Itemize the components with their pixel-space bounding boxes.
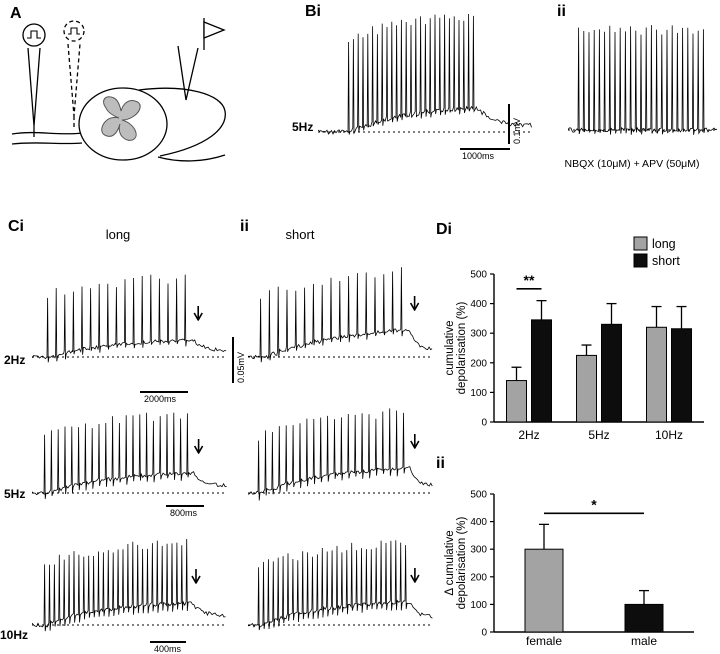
svg-text:0: 0 [481, 418, 487, 429]
recording-electrode-icon [178, 18, 224, 100]
svg-text:male: male [631, 634, 657, 648]
chart-dii: 0 100 200 300 400 500 Δ cumulative depolarisati… [442, 468, 704, 652]
bi-time-scalebar [460, 148, 510, 150]
svg-text:300: 300 [470, 329, 487, 340]
svg-text:300: 300 [470, 545, 487, 556]
svg-text:long: long [652, 237, 676, 251]
c-10hz-time-scale-label: 400ms [154, 644, 181, 654]
bi-voltage-scalebar [508, 104, 510, 144]
trace-5hz-short [248, 405, 433, 520]
trace-2hz-long [32, 265, 227, 385]
trace-bi [318, 12, 533, 162]
trace-10hz-long [32, 533, 227, 653]
c-voltage-scalebar [232, 337, 234, 383]
svg-text:female: female [526, 634, 562, 648]
svg-text:200: 200 [470, 358, 487, 369]
svg-text:depolarisation (%): depolarisation (%) [456, 516, 468, 609]
c-5hz-time-scalebar [166, 505, 204, 507]
c-voltage-scale-label: 0.05mV [236, 352, 246, 383]
svg-text:**: ** [524, 272, 535, 288]
c-2hz-time-scalebar [140, 391, 188, 393]
figure: A Bi 5Hz [0, 0, 720, 654]
panel-b: Bi 5Hz 0.1mV 1000ms ii NBQX (10μM) + APV… [290, 0, 720, 190]
trace-5hz-long [32, 405, 227, 520]
svg-text:0: 0 [481, 628, 487, 639]
c-10hz-time-scalebar [150, 641, 186, 643]
svg-text:2Hz: 2Hz [518, 428, 539, 442]
bi-voltage-scale-label: 0.1mV [512, 118, 522, 144]
trace-bii [568, 12, 718, 152]
panel-c: Ci long ii short 2Hz 0.05mV 2000ms 5Hz 8… [0, 215, 440, 654]
svg-text:*: * [591, 496, 597, 512]
c-2hz-time-scale-label: 2000ms [144, 394, 176, 404]
panel-a-schematic [8, 14, 243, 189]
svg-text:200: 200 [470, 572, 487, 583]
trace-10hz-short [248, 533, 433, 653]
svg-text:500: 500 [470, 270, 487, 281]
panel-bii-label: ii [557, 4, 566, 20]
row-10hz-label: 10Hz [0, 628, 28, 642]
panel-cii-label: ii [240, 219, 249, 235]
panel-ci-label: Ci [8, 219, 24, 235]
spinal-cord [79, 88, 225, 160]
svg-text:cumulative: cumulative [444, 321, 456, 376]
row-2hz-label: 2Hz [4, 353, 25, 367]
bii-drug-label: NBQX (10μM) + APV (50μM) [548, 158, 716, 170]
chart-di: 0 100 200 300 400 500 cumulative depolarisation… [442, 234, 714, 446]
svg-text:400: 400 [470, 299, 487, 310]
panel-d: Di 0 100 200 300 400 500 cumulative depolarisat… [436, 218, 720, 654]
bi-frequency-label: 5Hz [292, 120, 313, 134]
svg-text:100: 100 [470, 600, 487, 611]
stimulating-electrode-solid-icon [23, 24, 45, 137]
svg-text:100: 100 [470, 388, 487, 399]
svg-text:short: short [652, 254, 680, 268]
bi-time-scale-label: 1000ms [462, 151, 494, 161]
c-5hz-time-scale-label: 800ms [170, 508, 197, 518]
column-short-header: short [270, 227, 330, 242]
svg-text:10Hz: 10Hz [655, 428, 683, 442]
svg-text:400: 400 [470, 517, 487, 528]
svg-text:500: 500 [470, 490, 487, 501]
row-5hz-label: 5Hz [4, 487, 25, 501]
stimulating-electrode-dashed-icon [64, 21, 84, 127]
svg-text:Δ cumulative: Δ cumulative [444, 530, 456, 595]
column-long-header: long [88, 227, 148, 242]
svg-text:5Hz: 5Hz [588, 428, 609, 442]
trace-2hz-short [248, 265, 433, 385]
svg-text:depolarisation (%): depolarisation (%) [456, 301, 468, 394]
